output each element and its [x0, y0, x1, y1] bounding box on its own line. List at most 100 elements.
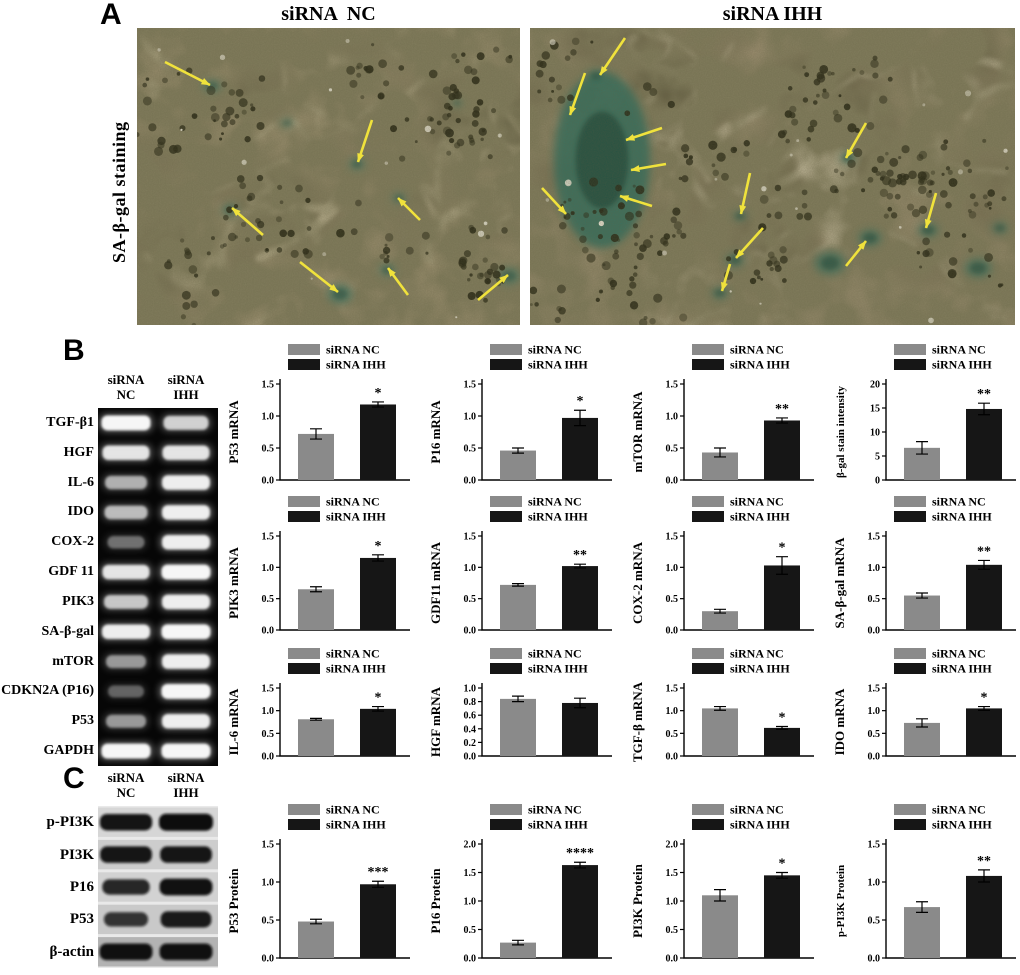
y-axis-title: P16 Protein — [428, 868, 443, 934]
error-bar — [574, 563, 586, 569]
y-axis-title: P16 mRNA — [428, 400, 443, 464]
error-bar — [776, 417, 788, 424]
rt-pcr-gel — [98, 408, 218, 766]
gel-row-label: HGF — [63, 444, 94, 460]
y-tick-label: 1.0 — [464, 563, 477, 574]
y-tick-label: 0.0 — [464, 954, 477, 965]
error-bar — [776, 871, 788, 879]
error-bar — [978, 402, 990, 416]
legend-label-nc: siRNA NC — [730, 495, 784, 509]
bar-sirna-nc — [904, 907, 940, 958]
y-tick-label: 20 — [870, 380, 880, 391]
y-tick-label: 1.5 — [262, 380, 275, 391]
legend-swatch-nc — [490, 344, 522, 355]
arrow-icon — [630, 162, 667, 173]
western-blot — [98, 806, 218, 968]
bar-sirna-ihh — [562, 865, 598, 958]
y-tick-label: 1.0 — [262, 706, 275, 717]
error-bar — [916, 441, 928, 455]
gel-band — [163, 415, 209, 430]
micrograph-sirna-nc — [137, 28, 520, 325]
significance-label: *** — [368, 865, 389, 880]
y-tick-label: 0.5 — [262, 444, 275, 455]
y-tick-label: 0.8 — [464, 697, 477, 708]
y-tick-label: 1.5 — [868, 840, 881, 851]
legend-swatch-nc — [692, 648, 724, 659]
y-tick-label: 0.0 — [666, 476, 679, 487]
y-tick-label: 0.0 — [868, 954, 881, 965]
blot-band — [160, 911, 212, 928]
blot-band — [99, 943, 153, 961]
y-axis-title: IL-6 mRNA — [226, 688, 241, 755]
bar-sirna-ihh — [562, 702, 598, 756]
blot-lane-header-ihh: siRNA IHH — [154, 770, 218, 800]
y-tick-label: 1.0 — [666, 412, 679, 423]
bar-sirna-ihh — [966, 875, 1002, 958]
arrow-icon — [924, 192, 938, 229]
legend-swatch-ihh — [288, 511, 320, 522]
legend-label-nc: siRNA NC — [326, 803, 380, 817]
bar-sirna-nc — [500, 584, 536, 630]
bar-sirna-nc — [702, 895, 738, 958]
arrow-icon — [619, 194, 653, 208]
legend-swatch-ihh — [288, 359, 320, 370]
arrow-icon — [541, 187, 567, 215]
legend-label-ihh: siRNA IHH — [730, 818, 790, 832]
gel-band — [102, 624, 150, 640]
bar-chart-tgfb-mrna: siRNA NC siRNA IHH 0.0 0.5 1.0 1.5 TGF-β mRNA * — [628, 644, 820, 768]
legend-label-ihh: siRNA IHH — [326, 818, 386, 832]
error-bar — [310, 918, 322, 925]
y-tick-label: 5 — [875, 452, 880, 463]
legend-swatch-ihh — [692, 819, 724, 830]
blot-band — [159, 878, 213, 896]
y-tick-label: 1.5 — [262, 532, 275, 543]
bar-sirna-nc — [500, 942, 536, 958]
y-tick-label: 1.5 — [464, 380, 477, 391]
y-tick-label: 0.5 — [868, 594, 881, 605]
blot-row-label: p-PI3K — [46, 814, 94, 831]
y-tick-label: 0.5 — [464, 594, 477, 605]
y-tick-label: 0.5 — [464, 444, 477, 455]
legend-swatch-nc — [894, 344, 926, 355]
gel-band — [162, 505, 210, 520]
gel-band — [162, 475, 210, 490]
legend-label-nc: siRNA NC — [528, 495, 582, 509]
significance-label: * — [375, 539, 382, 554]
error-bar — [574, 697, 586, 709]
y-tick-label: 1.5 — [464, 868, 477, 879]
y-tick-label: 1.0 — [262, 563, 275, 574]
gel-row-label: TGF-β1 — [46, 414, 94, 430]
gel-band — [104, 595, 148, 609]
y-axis-title: P53 Protein — [226, 868, 241, 934]
gel-band — [105, 475, 147, 490]
y-tick-label: 0.5 — [666, 925, 679, 936]
bar-sirna-nc — [904, 595, 940, 630]
bar-chart-p53-protein: siRNA NC siRNA IHH 0.0 0.5 1.0 1.5 P53 Protein… — [224, 800, 416, 970]
y-tick-label: 0.2 — [464, 738, 477, 749]
arrow-icon — [844, 240, 868, 267]
y-tick-label: 1.0 — [868, 706, 881, 717]
y-tick-label: 0.0 — [464, 752, 477, 763]
bar-chart-p16-protein: siRNA NC siRNA IHH 0.0 0.5 1.0 1.5 2.0 P16 Prot… — [426, 800, 618, 970]
lane-header-line: NC — [116, 785, 136, 800]
error-bar — [512, 447, 524, 454]
significance-label: **** — [566, 846, 594, 861]
legend-label-ihh: siRNA IHH — [326, 510, 386, 524]
micrograph-ihh-title: siRNA IHH — [722, 3, 823, 25]
lane-header-line: siRNA — [107, 372, 145, 387]
bar-sirna-ihh — [764, 420, 800, 480]
bar-sirna-nc — [298, 719, 334, 756]
error-bar — [372, 705, 384, 712]
arrow-icon — [299, 260, 339, 294]
legend-label-nc: siRNA NC — [326, 343, 380, 357]
legend-swatch-ihh — [490, 511, 522, 522]
y-tick-label: 0 — [875, 476, 880, 487]
gel-row-label: IL-6 — [67, 474, 94, 490]
y-tick-label: 1.5 — [262, 684, 275, 695]
gel-row-label: P53 — [71, 713, 94, 729]
bar-chart-p53-mrna: siRNA NC siRNA IHH 0.0 0.5 1.0 1.5 P53 mRNA * — [224, 340, 416, 492]
legend-swatch-nc — [692, 804, 724, 815]
legend-swatch-nc — [894, 648, 926, 659]
bar-sirna-nc — [904, 722, 940, 756]
